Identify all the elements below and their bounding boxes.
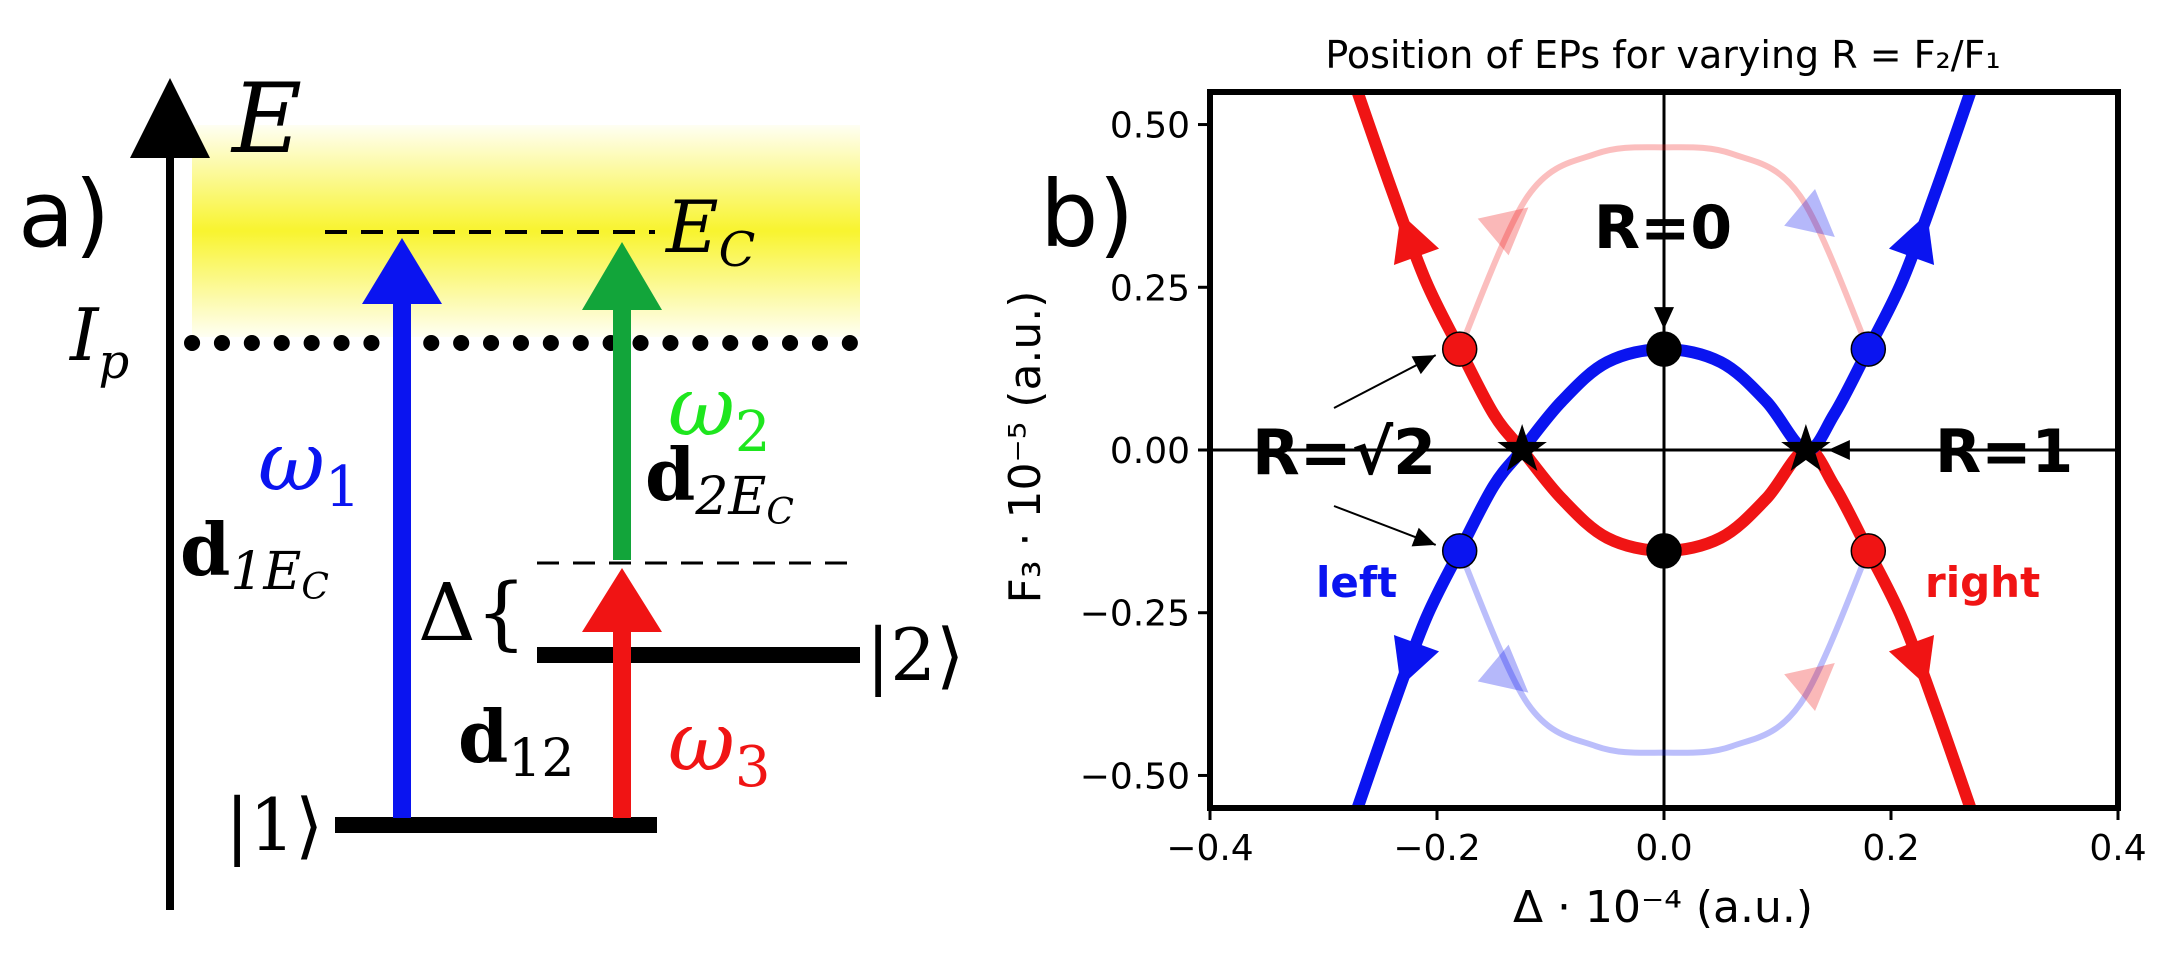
energy-axis-label: E xyxy=(230,63,302,175)
omega1-arrowhead xyxy=(362,238,442,304)
ep-point-2 xyxy=(1441,533,1478,569)
ep-point-0 xyxy=(1441,331,1478,367)
y-tick-label-4: −0.50 xyxy=(1080,756,1190,797)
d1EC-label: d1EC xyxy=(180,507,329,608)
annotation-r0: R=0 xyxy=(1594,193,1732,263)
omega3-arrowhead xyxy=(582,568,662,632)
x-tick-label-0: −0.4 xyxy=(1166,828,1253,869)
ep-point-3 xyxy=(1850,533,1887,569)
x-axis-label: Δ · 10⁻⁴ (a.u.) xyxy=(1513,882,1813,933)
ep-star-1 xyxy=(1781,424,1831,472)
arrow-blue-upper-right xyxy=(1888,213,1935,266)
y-axis-label: F₃ · 10⁻⁵ (a.u.) xyxy=(1000,291,1051,604)
panel-b-label: b) xyxy=(1040,161,1134,268)
x-tick-label-4: 0.4 xyxy=(2089,828,2146,869)
annotation-r1: R=1 xyxy=(1935,417,2073,487)
ep-point-1 xyxy=(1850,331,1887,367)
ep-star-0 xyxy=(1497,424,1547,472)
ep-point-5 xyxy=(1646,533,1682,569)
annotation-right: right xyxy=(1925,558,2040,607)
x-tick-label-1: −0.2 xyxy=(1393,828,1480,869)
y-tick-label-3: −0.25 xyxy=(1080,594,1190,635)
arrow-faint-red-upper xyxy=(1477,207,1529,256)
continuum-label: EC xyxy=(664,185,755,278)
state-1-label: |1⟩ xyxy=(225,783,323,867)
arrow-red-upper-left xyxy=(1393,213,1440,266)
ionization-label: Ip xyxy=(68,293,129,390)
arrow-red-lower-right xyxy=(1888,634,1935,687)
plot-area: −0.4 −0.2 0.0 0.2 0.4 0.50 0.25 0.00 −0.25 −0.50 xyxy=(1080,89,2147,869)
omega2-arrowhead xyxy=(582,242,662,310)
omega2-label: ω2 xyxy=(668,360,771,465)
arrow-faint-red-lower xyxy=(1784,663,1835,711)
panel-b: b) Position of EPs for varying R = F₂/F₁… xyxy=(1000,33,2147,933)
panel-a: a) E EC Ip |1⟩ |2⟩ Δ{ ω1 xyxy=(18,63,964,910)
omega3-label: ω3 xyxy=(668,695,771,800)
energy-axis-arrowhead xyxy=(130,78,210,158)
annotation-r1-arrow-head xyxy=(1827,440,1850,460)
annotation-r0-arrow-head xyxy=(1654,307,1674,330)
annotation-left: left xyxy=(1316,558,1397,607)
omega1-label: ω1 xyxy=(258,415,361,520)
x-tick-label-3: 0.2 xyxy=(1862,828,1919,869)
chart-title: Position of EPs for varying R = F₂/F₁ xyxy=(1325,33,2000,77)
d2EC-label: d2EC xyxy=(645,432,794,533)
series-line-3 xyxy=(1456,549,1872,756)
y-tick-label-0: 0.50 xyxy=(1110,106,1190,147)
x-tick-label-2: 0.0 xyxy=(1635,828,1692,869)
y-tick-label-1: 0.25 xyxy=(1110,268,1190,309)
y-tick-label-2: 0.00 xyxy=(1110,431,1190,472)
series-line-2 xyxy=(1456,144,1872,351)
arrow-faint-blue-lower xyxy=(1477,644,1529,693)
d12-label: d12 xyxy=(458,694,575,789)
ep-point-4 xyxy=(1646,331,1682,367)
detuning-label: Δ{ xyxy=(418,566,527,659)
annotation-rsqrt2-arrow-up-head xyxy=(1411,355,1436,375)
arrow-faint-blue-upper xyxy=(1784,189,1835,237)
annotation-rsqrt2: R=√2 xyxy=(1252,416,1436,489)
state-2-label: |2⟩ xyxy=(866,613,964,697)
annotation-rsqrt2-arrow-down-head xyxy=(1411,527,1436,547)
panel-a-label: a) xyxy=(18,161,110,268)
arrow-blue-lower-left xyxy=(1393,634,1440,687)
